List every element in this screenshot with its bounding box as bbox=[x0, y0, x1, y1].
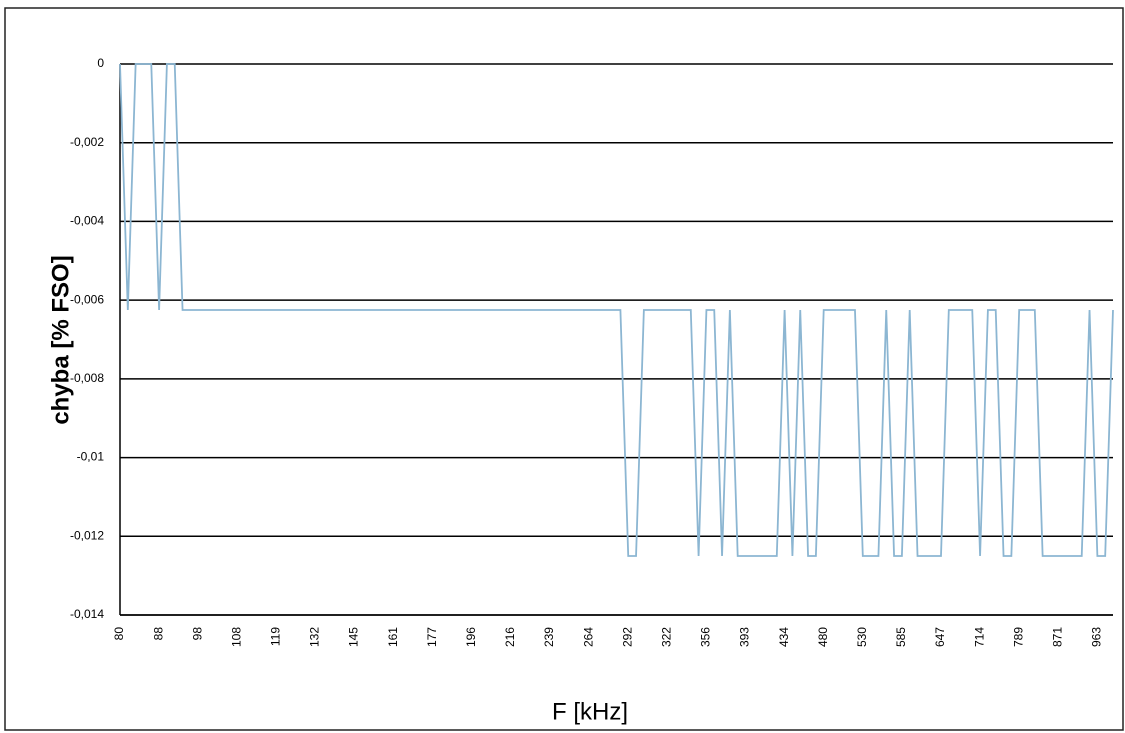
x-tick-label: 871 bbox=[1050, 627, 1064, 647]
y-tick-label: -0,008 bbox=[70, 371, 104, 385]
x-tick-label: 98 bbox=[190, 627, 204, 641]
y-tick-label: -0,014 bbox=[70, 607, 104, 621]
x-tick-label: 80 bbox=[112, 627, 126, 641]
x-tick-label: 292 bbox=[620, 627, 634, 647]
data-line bbox=[119, 63, 1114, 557]
x-tick-label: 585 bbox=[894, 627, 908, 647]
y-tick-label: -0,01 bbox=[77, 450, 105, 464]
x-tick-label: 145 bbox=[347, 627, 361, 647]
x-tick-label: 530 bbox=[855, 627, 869, 647]
x-tick-label: 264 bbox=[581, 627, 595, 647]
x-tick-label: 88 bbox=[151, 627, 165, 641]
x-tick-label: 789 bbox=[1011, 627, 1025, 647]
y-axis-title: chyba [% FSO] bbox=[47, 255, 74, 424]
y-tick-label: -0,002 bbox=[70, 135, 104, 149]
x-tick-label: 119 bbox=[269, 627, 283, 646]
x-tick-label: 196 bbox=[464, 627, 478, 647]
chart-frame bbox=[4, 7, 1124, 731]
x-tick-label: 434 bbox=[777, 627, 791, 647]
x-tick-label: 161 bbox=[386, 627, 400, 647]
y-tick-label: 0 bbox=[97, 56, 104, 70]
x-tick-label: 963 bbox=[1090, 627, 1104, 647]
x-tick-label: 132 bbox=[308, 627, 322, 647]
y-tick-label: -0,006 bbox=[70, 292, 104, 306]
x-tick-label: 322 bbox=[659, 627, 673, 647]
x-tick-label: 714 bbox=[972, 627, 986, 647]
x-tick-label: 480 bbox=[816, 627, 830, 647]
x-tick-label: 647 bbox=[933, 627, 947, 647]
x-tick-label: 356 bbox=[699, 627, 713, 647]
x-tick-label: 108 bbox=[229, 627, 243, 647]
x-tick-label: 239 bbox=[542, 627, 556, 647]
x-tick-label: 177 bbox=[425, 627, 439, 647]
x-tick-label: 216 bbox=[503, 627, 517, 647]
y-tick-label: -0,012 bbox=[70, 528, 104, 542]
x-tick-label: 393 bbox=[738, 627, 752, 647]
y-tick-label: -0,004 bbox=[70, 214, 104, 228]
x-axis-title: F [kHz] bbox=[552, 698, 628, 725]
